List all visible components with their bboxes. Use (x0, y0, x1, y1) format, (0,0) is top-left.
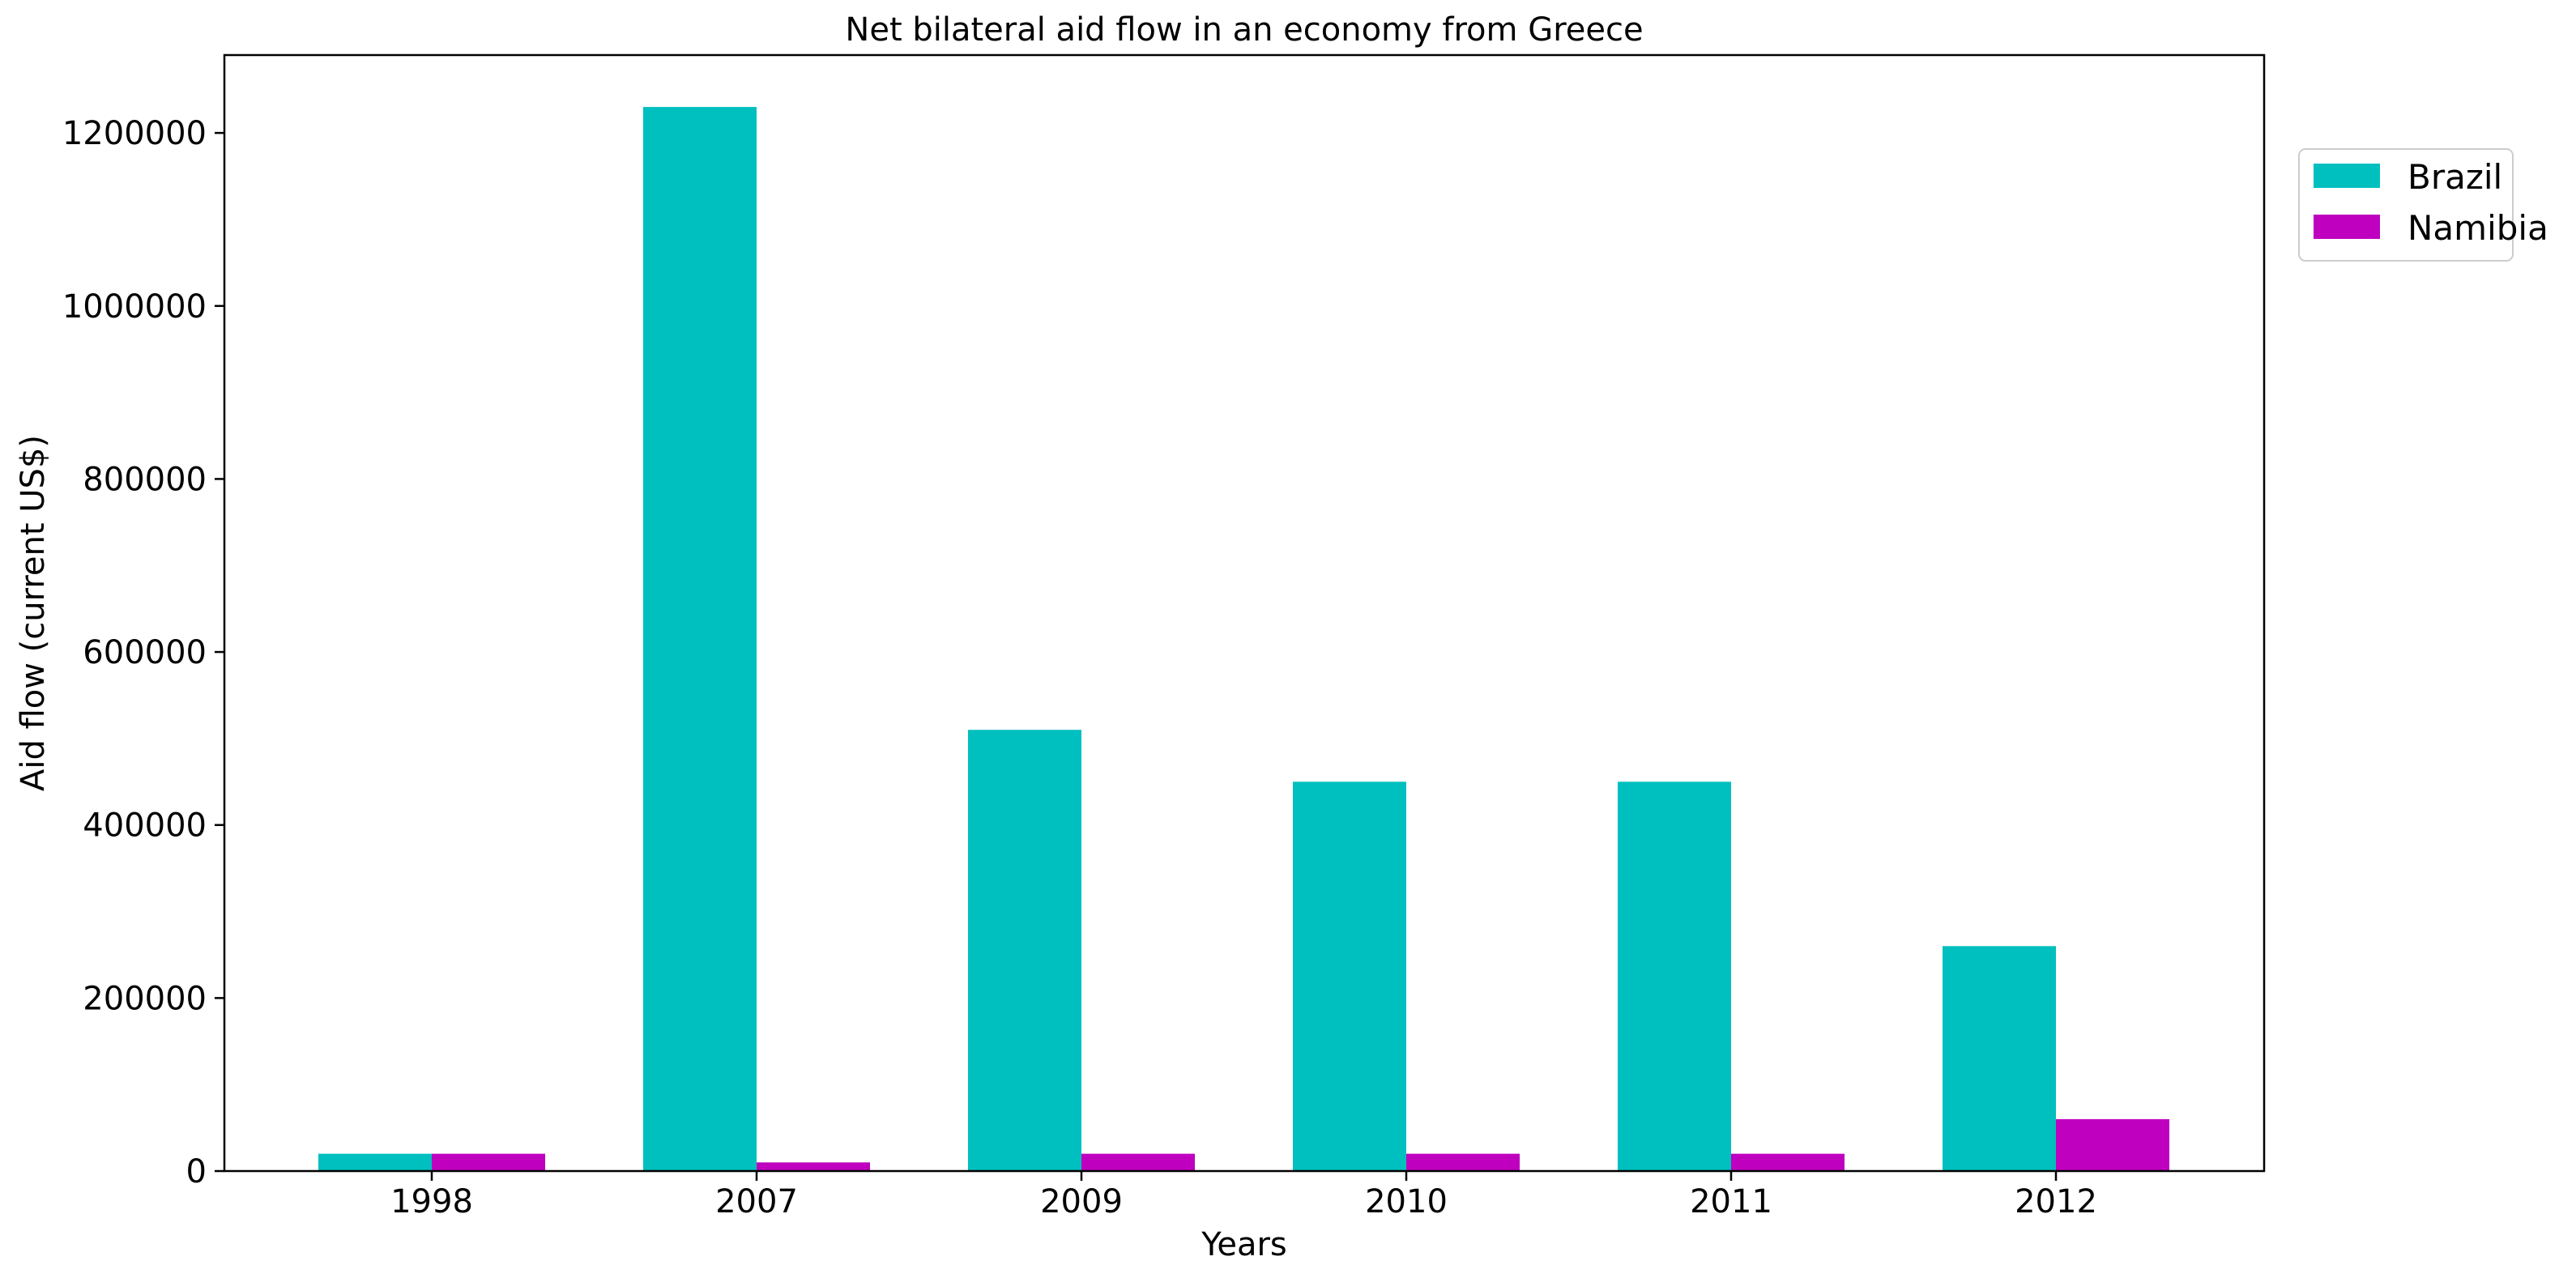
x-axis-title: Years (1201, 1226, 1287, 1263)
bar-namibia-2010 (1406, 1153, 1520, 1171)
bar-brazil-2009 (968, 730, 1081, 1171)
x-tick-label: 1998 (390, 1183, 473, 1220)
legend: Brazil Namibia (2298, 148, 2548, 262)
y-tick-label: 1000000 (62, 288, 207, 326)
x-tick-label: 2007 (715, 1183, 798, 1220)
y-tick-label: 800000 (83, 461, 207, 498)
x-tick-label: 2012 (2015, 1183, 2097, 1220)
bar-namibia-2011 (1731, 1153, 1845, 1171)
y-tick-label: 0 (186, 1153, 207, 1190)
legend-swatch-namibia (2314, 215, 2380, 239)
bar-brazil-2012 (1943, 946, 2056, 1171)
bar-brazil-2010 (1293, 782, 1406, 1171)
bars-layer (318, 107, 2169, 1171)
x-axis: 1998 2007 2009 2010 2011 2012 (390, 1171, 2097, 1220)
bar-brazil-1998 (318, 1153, 432, 1171)
bar-namibia-2009 (1081, 1153, 1195, 1171)
y-axis-title: Aid flow (current US$) (15, 435, 52, 791)
bar-brazil-2011 (1618, 782, 1731, 1171)
y-tick-label: 400000 (83, 807, 207, 845)
legend-label-brazil: Brazil (2408, 157, 2502, 197)
y-tick-label: 1200000 (62, 115, 207, 152)
x-tick-label: 2009 (1040, 1183, 1123, 1220)
bar-namibia-1998 (432, 1153, 545, 1171)
legend-label-namibia: Namibia (2408, 208, 2548, 248)
plot-frame (223, 53, 2266, 1173)
y-tick-label: 600000 (83, 634, 207, 671)
x-tick-label: 2011 (1690, 1183, 1772, 1220)
y-axis: 0 200000 400000 600000 800000 1000000 1200000 (62, 115, 224, 1190)
x-tick-label: 2010 (1365, 1183, 1448, 1220)
bar-namibia-2012 (2056, 1118, 2169, 1171)
bar-brazil-2007 (643, 107, 757, 1171)
legend-swatch-brazil (2314, 164, 2380, 188)
bar-namibia-2007 (757, 1162, 870, 1171)
chart-title: Net bilateral aid flow in an economy fro… (845, 11, 1643, 49)
y-tick-label: 200000 (83, 980, 207, 1017)
